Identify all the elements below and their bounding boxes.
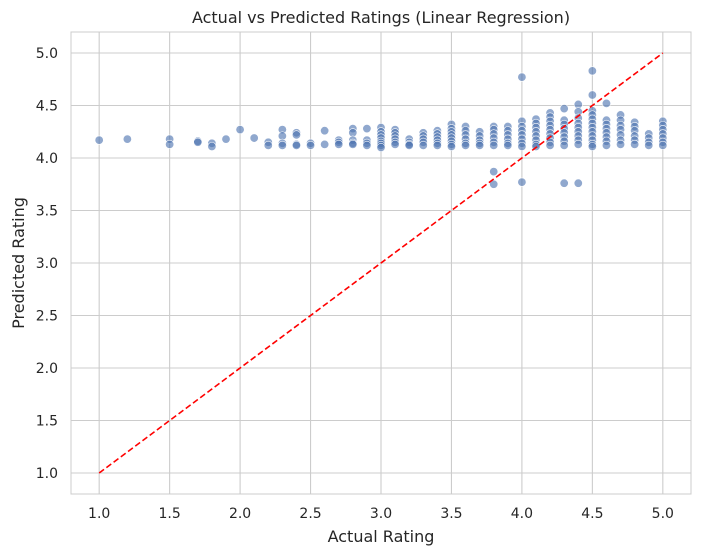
y-tick-label: 2.5 bbox=[36, 309, 58, 325]
data-point bbox=[404, 140, 414, 150]
data-points bbox=[94, 66, 668, 189]
data-point bbox=[644, 140, 654, 150]
data-point bbox=[362, 140, 372, 150]
data-point bbox=[263, 140, 273, 150]
data-point bbox=[616, 139, 626, 149]
data-point bbox=[587, 90, 597, 100]
data-point bbox=[277, 140, 287, 150]
data-point bbox=[362, 124, 372, 134]
x-tick-label: 2.0 bbox=[229, 506, 251, 522]
data-point bbox=[545, 140, 555, 150]
data-point bbox=[601, 140, 611, 150]
data-point bbox=[235, 125, 245, 135]
data-point bbox=[573, 178, 583, 188]
data-point bbox=[503, 140, 513, 150]
chart-title: Actual vs Predicted Ratings (Linear Regr… bbox=[192, 8, 570, 27]
data-point bbox=[658, 140, 668, 150]
grid-lines bbox=[71, 32, 691, 494]
reference-line-group bbox=[98, 52, 664, 474]
data-point bbox=[517, 177, 527, 187]
data-point bbox=[94, 135, 104, 145]
data-point bbox=[559, 140, 569, 150]
data-point bbox=[165, 139, 175, 149]
y-tick-label: 3.0 bbox=[36, 256, 58, 272]
data-point bbox=[559, 104, 569, 114]
x-tick-label: 5.0 bbox=[652, 506, 674, 522]
data-point bbox=[221, 134, 231, 144]
y-tick-label: 3.5 bbox=[36, 204, 58, 220]
data-point bbox=[193, 137, 203, 147]
x-tick-label: 4.0 bbox=[511, 506, 533, 522]
y-tick-label: 2.0 bbox=[36, 361, 58, 377]
data-point bbox=[517, 72, 527, 82]
y-tick-label: 5.0 bbox=[36, 46, 58, 62]
reference-line bbox=[98, 52, 664, 474]
data-point bbox=[291, 130, 301, 140]
x-tick-label: 1.0 bbox=[88, 506, 110, 522]
x-tick-label: 2.5 bbox=[299, 506, 321, 522]
x-tick-label: 1.5 bbox=[159, 506, 181, 522]
x-tick-label: 3.0 bbox=[370, 506, 392, 522]
y-tick-label: 4.0 bbox=[36, 151, 58, 167]
data-point bbox=[475, 140, 485, 150]
data-point bbox=[517, 141, 527, 151]
y-tick-labels: 1.0 1.5 2.0 2.5 3.0 3.5 4.0 4.5 5.0 bbox=[36, 46, 58, 482]
data-point bbox=[489, 179, 499, 189]
y-tick-label: 1.0 bbox=[36, 466, 58, 482]
data-point bbox=[122, 134, 132, 144]
data-point bbox=[334, 139, 344, 149]
x-tick-label: 4.5 bbox=[581, 506, 603, 522]
data-point bbox=[461, 140, 471, 150]
data-point bbox=[446, 141, 456, 151]
y-axis-label: Predicted Rating bbox=[9, 197, 28, 329]
data-point bbox=[291, 140, 301, 150]
data-point bbox=[489, 167, 499, 177]
data-point bbox=[348, 139, 358, 149]
x-tick-labels: 1.0 1.5 2.0 2.5 3.0 3.5 4.0 4.5 5.0 bbox=[88, 506, 674, 522]
data-point bbox=[601, 98, 611, 108]
data-point bbox=[249, 133, 259, 143]
data-point bbox=[630, 139, 640, 149]
y-tick-label: 4.5 bbox=[36, 99, 58, 115]
data-point bbox=[587, 66, 597, 76]
x-tick-label: 3.5 bbox=[440, 506, 462, 522]
x-axis-label: Actual Rating bbox=[328, 527, 435, 546]
data-point bbox=[489, 140, 499, 150]
data-point bbox=[432, 140, 442, 150]
data-point bbox=[418, 140, 428, 150]
data-point bbox=[306, 140, 316, 150]
data-point bbox=[587, 141, 597, 151]
data-point bbox=[559, 178, 569, 188]
data-point bbox=[390, 139, 400, 149]
data-point bbox=[573, 139, 583, 149]
data-point bbox=[320, 139, 330, 149]
y-tick-label: 1.5 bbox=[36, 414, 58, 430]
data-point bbox=[320, 126, 330, 136]
data-point bbox=[376, 143, 386, 153]
data-point bbox=[207, 141, 217, 151]
